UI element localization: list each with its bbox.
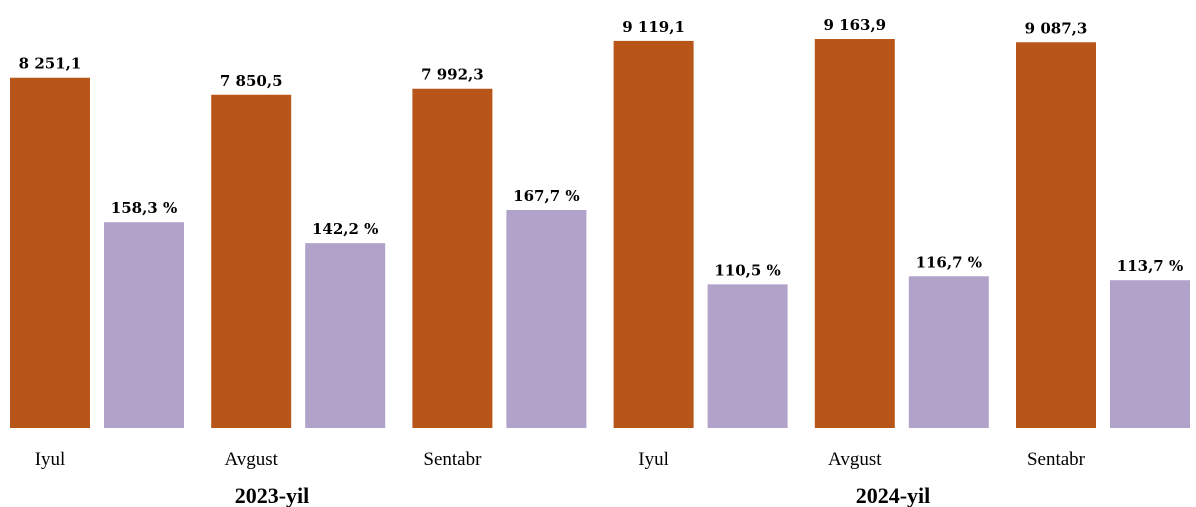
data-label-series1-5: 9 087,3 — [1025, 19, 1088, 37]
data-label-series2-0: 158,3 % — [111, 199, 177, 217]
data-label-series2-3: 110,5 % — [714, 261, 780, 279]
category-label-4: Avgust — [828, 449, 882, 470]
bar-series1-4 — [814, 39, 895, 428]
data-label-series1-0: 8 251,1 — [19, 55, 82, 73]
bar-series2-5 — [1110, 280, 1190, 428]
bar-series2-4 — [908, 276, 989, 428]
data-label-series2-4: 116,7 % — [916, 253, 982, 271]
bar-series2-3 — [707, 284, 788, 428]
group-label-0: 2023-yil — [235, 483, 310, 507]
group-label-1: 2024-yil — [856, 483, 931, 507]
data-label-series1-2: 7 992,3 — [421, 66, 484, 84]
bar-series1-3 — [613, 40, 694, 428]
bar-series1-5 — [1016, 42, 1096, 428]
category-label-1: Avgust — [224, 449, 278, 470]
bar-series2-0 — [104, 222, 184, 428]
bar-series1-1 — [211, 94, 292, 428]
data-label-series2-5: 113,7 % — [1117, 257, 1183, 275]
bar-series1-2 — [412, 88, 493, 428]
category-label-3: Iyul — [638, 449, 669, 470]
bar-series2-2 — [506, 210, 587, 428]
bar-series2-1 — [305, 243, 386, 428]
category-label-5: Sentabr — [1027, 449, 1086, 470]
data-label-series1-4: 9 163,9 — [823, 16, 886, 34]
bar-series1-0 — [10, 77, 90, 428]
data-label-series2-2: 167,7 % — [513, 187, 579, 205]
data-label-series2-1: 142,2 % — [312, 220, 378, 238]
data-label-series1-3: 9 119,1 — [622, 18, 685, 36]
data-label-series1-1: 7 850,5 — [220, 72, 283, 90]
category-label-2: Sentabr — [423, 449, 482, 470]
category-label-0: Iyul — [35, 449, 66, 470]
